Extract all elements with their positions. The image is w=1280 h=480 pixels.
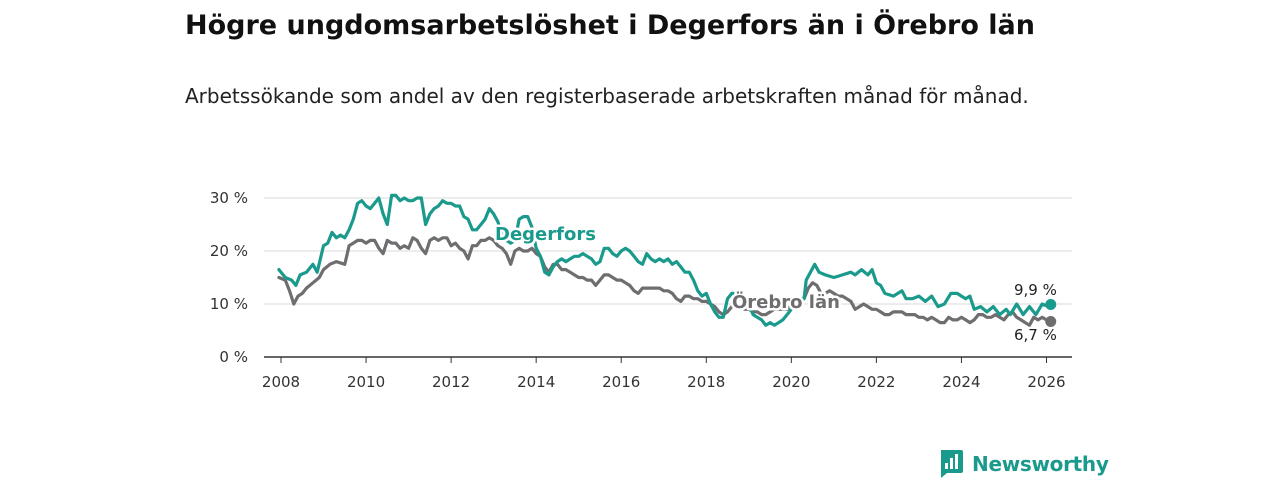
series-labels: Degerfors Örebro län 9,9 % 6,7 % [493,222,1057,345]
chart-title: Högre ungdomsarbetslöshet i Degerfors än… [185,10,1035,41]
x-tick-label: 2024 [942,373,980,391]
chart-subtitle: Arbetssökande som andel av den registerb… [185,84,1029,108]
series-end-point [1045,299,1057,311]
y-tick-label: 0 % [219,348,248,366]
series-end-point [1045,315,1057,327]
y-axis-ticks: 0 % 10 % 20 % 30 % [210,189,248,366]
series-label-orebro-lan: Örebro län [732,291,840,313]
x-tick-label: 2020 [772,373,810,391]
x-tick-label: 2022 [857,373,895,391]
end-value-orebro-lan: 6,7 % [1014,326,1057,344]
x-tick-label: 2018 [687,373,725,391]
series-line-degerfors [277,193,1053,327]
x-tick-label: 2010 [347,373,385,391]
brand-logo: Newsworthy [938,449,1109,479]
series-label-degerfors: Degerfors [495,224,596,245]
end-value-degerfors: 9,9 % [1014,281,1057,299]
y-tick-label: 30 % [210,189,248,207]
x-tick-label: 2012 [432,373,470,391]
x-tick-label: 2016 [602,373,640,391]
x-tick-label: 2014 [517,373,555,391]
y-tick-label: 20 % [210,242,248,260]
x-tick-label: 2008 [262,373,300,391]
x-tick-label: 2026 [1027,373,1065,391]
y-tick-label: 10 % [210,295,248,313]
brand-name: Newsworthy [972,452,1109,476]
newsworthy-icon [941,450,963,478]
series-lines [277,193,1057,327]
series-line-orebro-lan [277,236,1053,327]
x-axis-ticks: 2008 2010 2012 2014 2016 2018 2020 2022 2024 2026 [262,357,1066,391]
